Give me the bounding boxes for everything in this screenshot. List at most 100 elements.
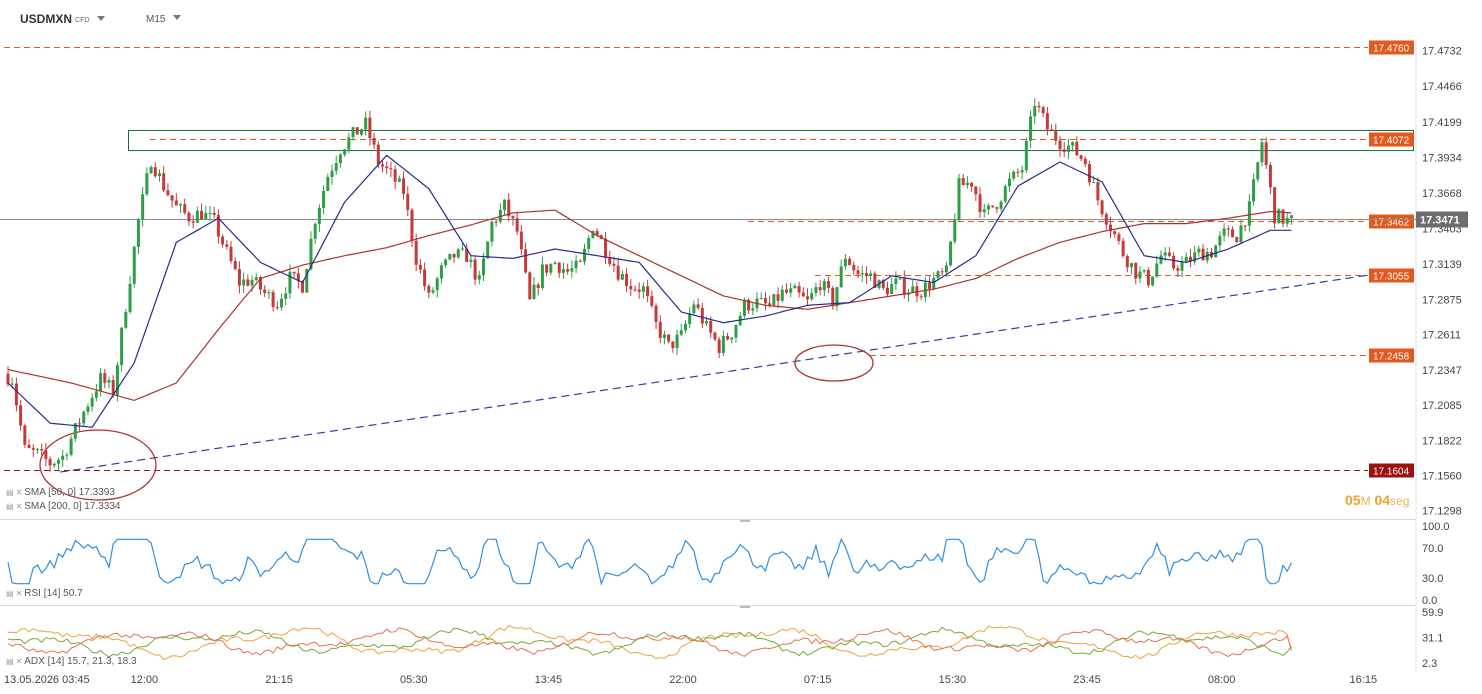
- candle-body: [616, 265, 620, 280]
- candle-body: [132, 246, 136, 284]
- candle-body: [961, 178, 965, 186]
- candle-body: [174, 200, 178, 206]
- level-badge: [1369, 132, 1414, 147]
- candle-body: [1079, 155, 1083, 159]
- candle-body: [1235, 237, 1239, 243]
- candle-body: [587, 238, 591, 249]
- candle-body: [734, 325, 738, 338]
- candle-body: [153, 167, 157, 177]
- candle-body: [40, 449, 44, 451]
- candle-body: [498, 209, 502, 222]
- candle-body: [418, 264, 422, 270]
- close-icon[interactable]: ✕: [15, 589, 23, 598]
- candle-body: [263, 289, 267, 293]
- candle-body: [1134, 263, 1138, 279]
- candle-body: [608, 257, 612, 264]
- sma200-legend[interactable]: ▤ ✕ SMA [200, 0] 17.3334: [6, 501, 120, 512]
- adx-plus-di-line: [7, 626, 1292, 658]
- candle-body: [620, 273, 624, 280]
- candle-body: [208, 212, 212, 214]
- candle-body: [1096, 182, 1100, 201]
- candle-body: [372, 137, 376, 145]
- candle-body: [1268, 164, 1272, 188]
- rsi-legend[interactable]: ▤ ✕ RSI [14] 50.7: [6, 588, 83, 599]
- candle-body: [267, 292, 271, 294]
- candle-body: [806, 296, 810, 300]
- candle-body: [124, 312, 128, 328]
- candle-body: [1075, 141, 1079, 156]
- candle-body: [376, 144, 380, 165]
- timeframe-label: M15: [146, 14, 166, 25]
- adx-legend[interactable]: ▤ ✕ ADX [14] 15.7, 21.3, 18.3: [6, 656, 137, 667]
- candle-body: [633, 289, 637, 291]
- candle-body: [322, 190, 326, 209]
- candle-body: [486, 241, 490, 259]
- candle-body: [604, 238, 608, 258]
- candle-body: [1083, 158, 1087, 165]
- timeframe-selector[interactable]: M15: [146, 14, 182, 25]
- candle-body: [65, 454, 69, 456]
- candle-body: [406, 193, 410, 210]
- candle-body: [995, 207, 999, 209]
- time-tick-label: 13:45: [535, 674, 563, 686]
- candle-body: [894, 278, 898, 285]
- level-badge-label: 17.2458: [1373, 352, 1410, 363]
- candle-body: [179, 204, 183, 206]
- candle-body: [869, 273, 873, 276]
- candle-body: [965, 182, 969, 186]
- candle-body: [843, 258, 847, 267]
- settings-icon[interactable]: ▤: [6, 657, 14, 666]
- close-icon[interactable]: ✕: [15, 657, 23, 666]
- countdown-min-unit: M: [1360, 494, 1371, 508]
- candle-body: [1016, 171, 1020, 173]
- sma50-legend[interactable]: ▤ ✕ SMA [50, 0] 17.3393: [6, 487, 115, 498]
- candle-body: [1243, 225, 1247, 227]
- candle-body: [595, 230, 599, 236]
- candle-body: [212, 212, 216, 215]
- candle-body: [944, 265, 948, 273]
- candle-body: [145, 173, 149, 195]
- candle-body: [814, 287, 818, 294]
- candle-body: [1024, 140, 1028, 171]
- candle-body: [726, 335, 730, 340]
- chevron-down-icon[interactable]: [97, 16, 106, 21]
- close-icon[interactable]: ✕: [15, 488, 23, 497]
- candle-body: [301, 281, 305, 293]
- settings-icon[interactable]: ▤: [6, 589, 14, 598]
- close-icon[interactable]: ✕: [15, 502, 23, 511]
- candle-countdown: 05M 04seg: [1345, 492, 1409, 508]
- candle-body: [873, 273, 877, 288]
- candle-body: [856, 270, 860, 275]
- candle-body: [953, 220, 957, 242]
- candle-body: [717, 339, 721, 353]
- candle-body: [473, 259, 477, 280]
- candle-body: [1121, 240, 1125, 257]
- candle-body: [692, 304, 696, 314]
- candle-body: [625, 273, 629, 286]
- candle-body: [881, 280, 885, 288]
- settings-icon[interactable]: ▤: [6, 502, 14, 511]
- candle-body: [1029, 116, 1033, 141]
- candle-body: [1218, 235, 1222, 246]
- candle-body: [646, 286, 650, 297]
- settings-icon[interactable]: ▤: [6, 488, 14, 497]
- candle-body: [683, 323, 687, 331]
- candle-body: [936, 271, 940, 278]
- sma200-line: [7, 209, 1292, 402]
- candle-body: [831, 287, 835, 307]
- candle-body: [90, 397, 94, 407]
- symbol-selector[interactable]: USDMXN CFD: [20, 12, 106, 26]
- time-tick-label: 21:15: [265, 674, 293, 686]
- price-tick-label: 17.4466: [1422, 81, 1462, 93]
- candle-body: [1092, 182, 1096, 184]
- candle-body: [1008, 178, 1012, 187]
- candle-body: [1058, 140, 1062, 150]
- chevron-down-icon[interactable]: [173, 15, 182, 20]
- time-tick-label: 22:00: [669, 674, 697, 686]
- candle-body: [187, 212, 191, 222]
- candle-body: [1277, 209, 1281, 224]
- candle-body: [852, 264, 856, 271]
- candle-body: [1146, 270, 1150, 286]
- time-tick-label: 13.05.2026 03:45: [4, 674, 90, 686]
